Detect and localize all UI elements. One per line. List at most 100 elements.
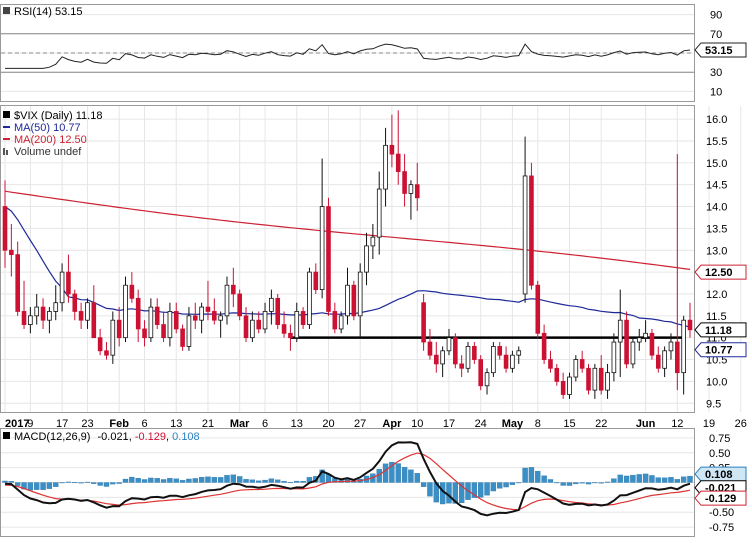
candle [148, 298, 154, 343]
macd-hist-bar [478, 482, 484, 498]
candle [510, 350, 515, 373]
candle-body [275, 297, 281, 325]
macd-tick-label: 0.75 [709, 433, 730, 445]
macd-hist-bar [680, 476, 687, 483]
candle-body [116, 319, 122, 339]
candle [224, 276, 230, 325]
macd-hist-bar [661, 477, 668, 483]
candle [53, 285, 59, 321]
candle-body [484, 372, 490, 387]
macd-hist-bar [84, 481, 91, 483]
candle-body [370, 236, 376, 247]
legend-volume: Volume undef [14, 146, 82, 158]
candle [459, 355, 464, 378]
candle-body [110, 319, 116, 356]
macd-tick-label: -0.75 [709, 522, 734, 534]
rsi-tick-label: 70 [710, 29, 722, 41]
candle-body [231, 284, 236, 295]
macd-signal-tag: -0.129 [694, 490, 747, 506]
candle-body [307, 271, 312, 325]
candle [338, 311, 344, 334]
candle [167, 302, 173, 347]
macd-hist-bar [414, 473, 420, 483]
macd-hist-bar [14, 482, 21, 486]
macd-hist-value: 0.108 [172, 431, 200, 443]
rsi-tick-label: 90 [710, 10, 722, 22]
candle [402, 154, 407, 207]
macd-hist-bar [566, 482, 573, 486]
macd-hist-bar [560, 482, 566, 486]
macd-hist-bar [46, 482, 53, 489]
candle-body [427, 341, 433, 356]
x-tick-label: 9 [27, 418, 33, 430]
candle [624, 311, 629, 369]
macd-tick-label: 0.50 [709, 448, 730, 460]
candle [497, 342, 503, 360]
candle-body [319, 206, 325, 291]
macd-hist-bar [497, 482, 503, 489]
candle [97, 328, 103, 356]
macd-hist-bar [484, 482, 490, 496]
macd-hist-bar [224, 475, 230, 483]
x-tick-label: 2017 [5, 418, 29, 430]
candle [617, 289, 623, 378]
macd-hist-bar [623, 475, 630, 483]
macd-hist-bar [256, 480, 262, 483]
candle [313, 263, 319, 294]
candle-body [440, 350, 445, 365]
candle-body [154, 306, 160, 325]
macd-hist-bar [97, 482, 103, 486]
candle-body [224, 284, 230, 317]
candle-body [345, 284, 350, 317]
svg-text:MACD(12,26,9) -0.021,: MACD(12,26,9) -0.021, -0.129, 0.108 [14, 431, 200, 443]
macd-hist-bar [230, 474, 237, 483]
legend-vix: $VIX (Daily) 11.18 [14, 110, 102, 122]
macd-hist-bar [490, 482, 497, 492]
candle [218, 311, 223, 338]
macd-hist-bar [604, 481, 611, 483]
candle-body [326, 206, 331, 312]
candle [40, 298, 46, 329]
candle [186, 307, 192, 351]
candle [389, 114, 395, 168]
candle [554, 363, 560, 386]
candle [66, 254, 71, 303]
candle [535, 280, 541, 338]
macd-hist-bar [53, 482, 59, 487]
macd-hist-bar [294, 480, 300, 483]
candle-body [636, 337, 642, 343]
candle-body [123, 284, 128, 339]
ma200-value-tag-text: 12.50 [705, 267, 733, 279]
candle-body [535, 284, 541, 334]
candle-body [414, 184, 420, 199]
macd-hist-bar [135, 478, 141, 483]
macd-hist-tag-text: 0.108 [705, 469, 733, 481]
macd-hist-bar [541, 475, 547, 483]
candle-body [250, 319, 255, 339]
macd-hist-bar [611, 478, 617, 483]
candle-body [2, 206, 8, 251]
macd-label: MACD(12,26,9) [14, 431, 90, 443]
candle [453, 333, 458, 369]
candle [630, 337, 636, 369]
candle-body [161, 324, 166, 339]
candle-body [281, 324, 287, 334]
macd-hist-bar [91, 482, 97, 484]
macd-signal-value: -0.129 [135, 431, 166, 443]
ma200-value-tag-box [694, 264, 747, 280]
candle-body [655, 354, 661, 369]
candle [395, 110, 401, 185]
candle-body [453, 337, 458, 365]
macd-hist-bar [427, 482, 433, 497]
candle [192, 302, 198, 329]
candle-body [395, 153, 401, 172]
ma50-value-tag-text: 10.77 [705, 345, 733, 357]
macd-hist-bar [217, 477, 224, 483]
x-tick-label: 15 [563, 418, 575, 430]
macd-hist-bar [636, 474, 642, 483]
macd-hist-bar [554, 482, 560, 484]
macd-hist-bar [389, 461, 395, 483]
candle [383, 127, 388, 207]
candle-body [389, 144, 395, 155]
candle [205, 280, 211, 321]
